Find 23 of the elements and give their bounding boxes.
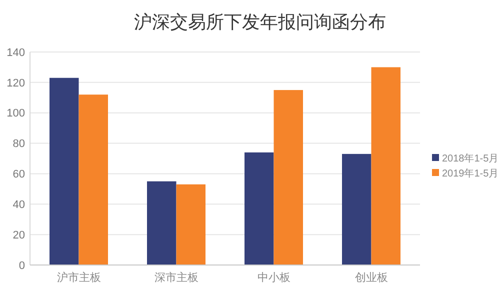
x-tick-label: 深市主板: [154, 271, 198, 284]
y-tick-label: 80: [12, 138, 25, 150]
x-tick-label: 创业板: [354, 271, 388, 284]
bar: [274, 90, 303, 265]
legend-label: 2019年1-5月: [442, 168, 499, 180]
chart-title: 沪深交易所下发年报问询函分布: [134, 12, 386, 32]
x-tick-label: 沪市主板: [56, 271, 101, 284]
y-tick-label: 60: [12, 168, 25, 181]
legend-label: 2018年1-5月: [442, 152, 499, 164]
y-tick-label: 140: [6, 46, 25, 59]
y-tick-label: 0: [18, 260, 25, 272]
y-tick-label: 20: [12, 229, 25, 242]
bar: [176, 184, 206, 265]
bar: [147, 181, 176, 265]
x-tick-label: 中小板: [257, 271, 290, 284]
y-tick-label: 40: [12, 198, 25, 211]
y-tick-label: 100: [6, 108, 25, 120]
bar: [371, 67, 400, 265]
bar: [78, 94, 108, 265]
y-tick-label: 120: [6, 77, 25, 90]
bar: [50, 78, 79, 265]
bar: [342, 154, 372, 265]
bar: [244, 152, 274, 265]
